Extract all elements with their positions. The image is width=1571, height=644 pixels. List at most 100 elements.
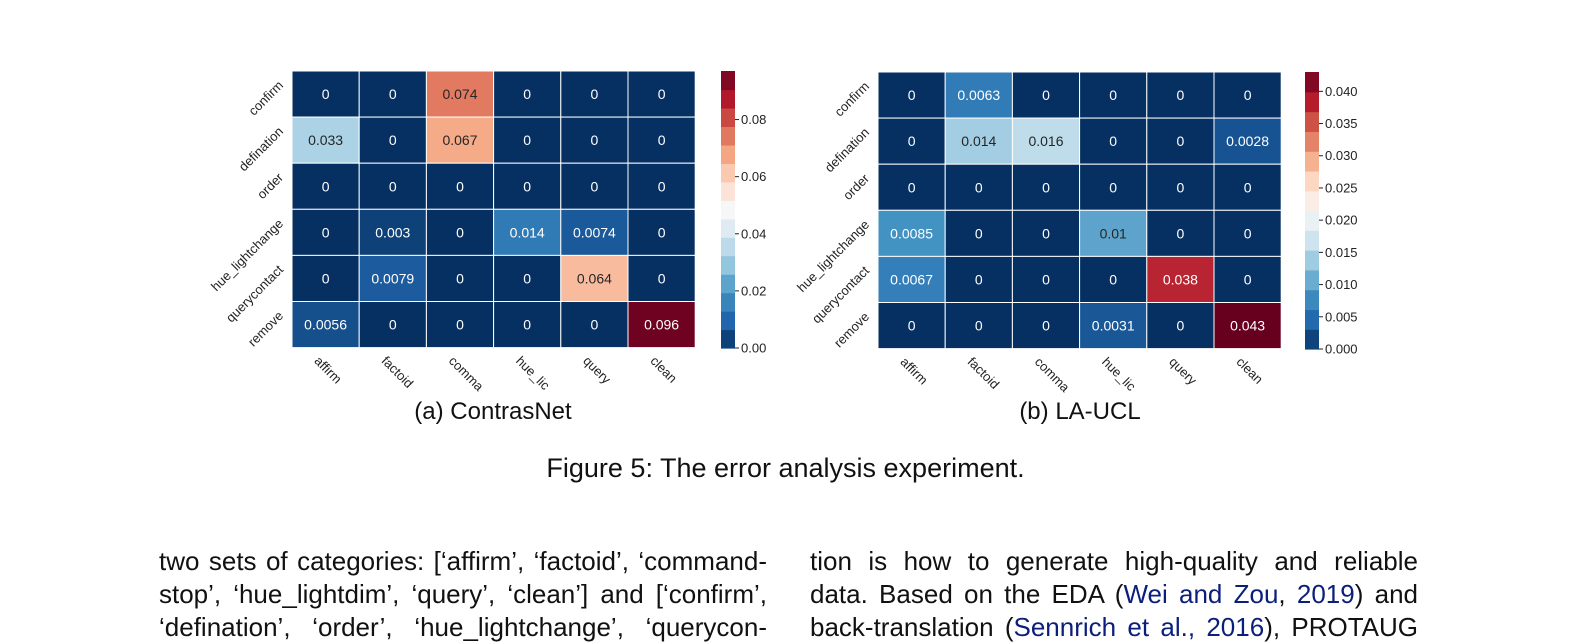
heatmap-cell xyxy=(493,162,562,210)
cell-label: 0 xyxy=(658,270,666,286)
heatmap-cell xyxy=(1146,209,1215,257)
colorbar-step xyxy=(1305,289,1319,311)
citation-link[interactable]: Wei and Zou xyxy=(1123,579,1279,609)
heatmap-cell xyxy=(560,254,629,302)
colorbar-step xyxy=(1305,210,1319,231)
col-tick-label: clean xyxy=(647,353,680,386)
heatmap-cell xyxy=(627,208,696,256)
body-line: back-translation (Sennrich et al., 2016)… xyxy=(810,611,1418,644)
colorbar-tick-label: 0.030 xyxy=(1325,148,1358,163)
cell-label: 0.0074 xyxy=(573,224,616,240)
text-segment: ), PROTAUG xyxy=(1264,612,1418,642)
col-tick-label: affirm xyxy=(311,353,344,386)
cell-label: 0 xyxy=(1042,87,1050,103)
body-line: stop’, ‘hue_lightdim’, ‘query’, ‘clean’]… xyxy=(159,579,767,609)
heatmap-cell xyxy=(627,254,696,302)
colorbar-tick-label: 0.005 xyxy=(1325,309,1358,324)
heatmap-cell xyxy=(1011,255,1081,303)
cell-label: 0 xyxy=(1109,179,1117,195)
colorbar-step xyxy=(721,89,735,109)
cell-label: 0 xyxy=(658,224,666,240)
colorbar-tick-label: 0.08 xyxy=(741,112,766,127)
cell-label: 0 xyxy=(389,86,397,102)
cell-label: 0.064 xyxy=(577,270,612,286)
heatmap-cell xyxy=(291,254,360,302)
colorbar-tick-label: 0.04 xyxy=(741,226,766,241)
body-column-right: tion is how to generate high-quality and… xyxy=(810,545,1418,644)
heatmap-cell xyxy=(627,116,696,164)
cell-label: 0 xyxy=(1177,225,1185,241)
heatmap-cell xyxy=(358,116,427,164)
heatmap-cell xyxy=(358,208,427,256)
colorbar-tick-label: 0.010 xyxy=(1325,277,1358,292)
heatmap-cell xyxy=(944,117,1013,165)
row-tick-label: remove xyxy=(245,308,286,349)
cell-label: 0.014 xyxy=(961,133,996,149)
cell-label: 0 xyxy=(908,179,916,195)
heatmap-cell xyxy=(291,208,360,256)
cell-label: 0 xyxy=(591,178,599,194)
heatmap-cell xyxy=(425,254,495,302)
figure-caption: Figure 5: The error analysis experiment. xyxy=(546,453,1025,483)
cell-label: 0.0063 xyxy=(957,87,1000,103)
text-segment: back-translation ( xyxy=(810,612,1014,642)
body-column-left: two sets of categories: [‘affirm’, ‘fact… xyxy=(159,545,767,644)
col-tick-label: affirm xyxy=(897,354,930,387)
cell-label: 0 xyxy=(456,178,464,194)
heatmap-cell xyxy=(877,163,946,211)
citation-year-link[interactable]: 2019 xyxy=(1296,579,1355,609)
heatmap-cell xyxy=(1146,163,1215,211)
cell-label: 0 xyxy=(591,132,599,148)
body-line: data. Based on the EDA (Wei and Zou, 201… xyxy=(810,578,1418,611)
heatmap-cell xyxy=(877,255,946,303)
cell-label: 0 xyxy=(523,270,531,286)
heatmap-cell xyxy=(358,162,427,210)
cell-label: 0 xyxy=(658,132,666,148)
cell-label: 0 xyxy=(1042,179,1050,195)
heatmap-cell xyxy=(358,70,427,118)
cell-label: 0 xyxy=(523,178,531,194)
cell-label: 0 xyxy=(1042,318,1050,334)
colorbar-tick-label: 0.025 xyxy=(1325,180,1358,195)
heatmap-cell xyxy=(1213,163,1282,211)
col-tick-label: factoid xyxy=(965,354,1003,392)
heatmap-cell xyxy=(493,116,562,164)
cell-label: 0 xyxy=(1244,179,1252,195)
subcaption-a: (a) ContrasNet xyxy=(414,398,572,425)
cell-label: 0 xyxy=(908,133,916,149)
heatmap-cell xyxy=(944,209,1013,257)
cell-label: 0 xyxy=(1109,271,1117,287)
cell-label: 0 xyxy=(389,317,397,333)
cell-label: 0 xyxy=(389,132,397,148)
cell-label: 0.067 xyxy=(442,132,477,148)
cell-label: 0.033 xyxy=(308,132,343,148)
subcaption-b: (b) LA-UCL xyxy=(1019,398,1141,425)
cell-label: 0.0028 xyxy=(1226,133,1269,149)
heatmap-cell xyxy=(877,302,946,350)
heatmap-cell xyxy=(1146,302,1215,350)
colorbar-step xyxy=(721,126,735,146)
col-tick-label: comma xyxy=(1032,354,1073,395)
heatmap-cell xyxy=(1011,209,1081,257)
heatmap-cell xyxy=(425,70,495,118)
colorbar-tick-label: 0.035 xyxy=(1325,116,1358,131)
citation-link[interactable]: Sennrich et al., 2016 xyxy=(1013,612,1265,642)
cell-label: 0.0056 xyxy=(304,317,347,333)
cell-label: 0 xyxy=(1177,318,1185,334)
colorbar-step xyxy=(721,255,735,275)
cell-label: 0.074 xyxy=(442,86,477,102)
heatmap-cell xyxy=(493,301,562,349)
cell-label: 0 xyxy=(591,317,599,333)
cell-label: 0.038 xyxy=(1163,271,1198,287)
cell-label: 0 xyxy=(1042,225,1050,241)
col-tick-label: query xyxy=(1166,354,1200,388)
colorbar-step xyxy=(721,329,735,349)
colorbar-tick-label: 0.020 xyxy=(1325,213,1358,228)
col-tick-label: clean xyxy=(1233,354,1266,387)
cell-label: 0 xyxy=(456,317,464,333)
cell-label: 0 xyxy=(1244,87,1252,103)
colorbar-step xyxy=(1305,190,1319,212)
heatmap-cell xyxy=(1213,302,1282,350)
colorbar-step xyxy=(721,292,735,312)
colorbar-step xyxy=(1305,131,1319,152)
